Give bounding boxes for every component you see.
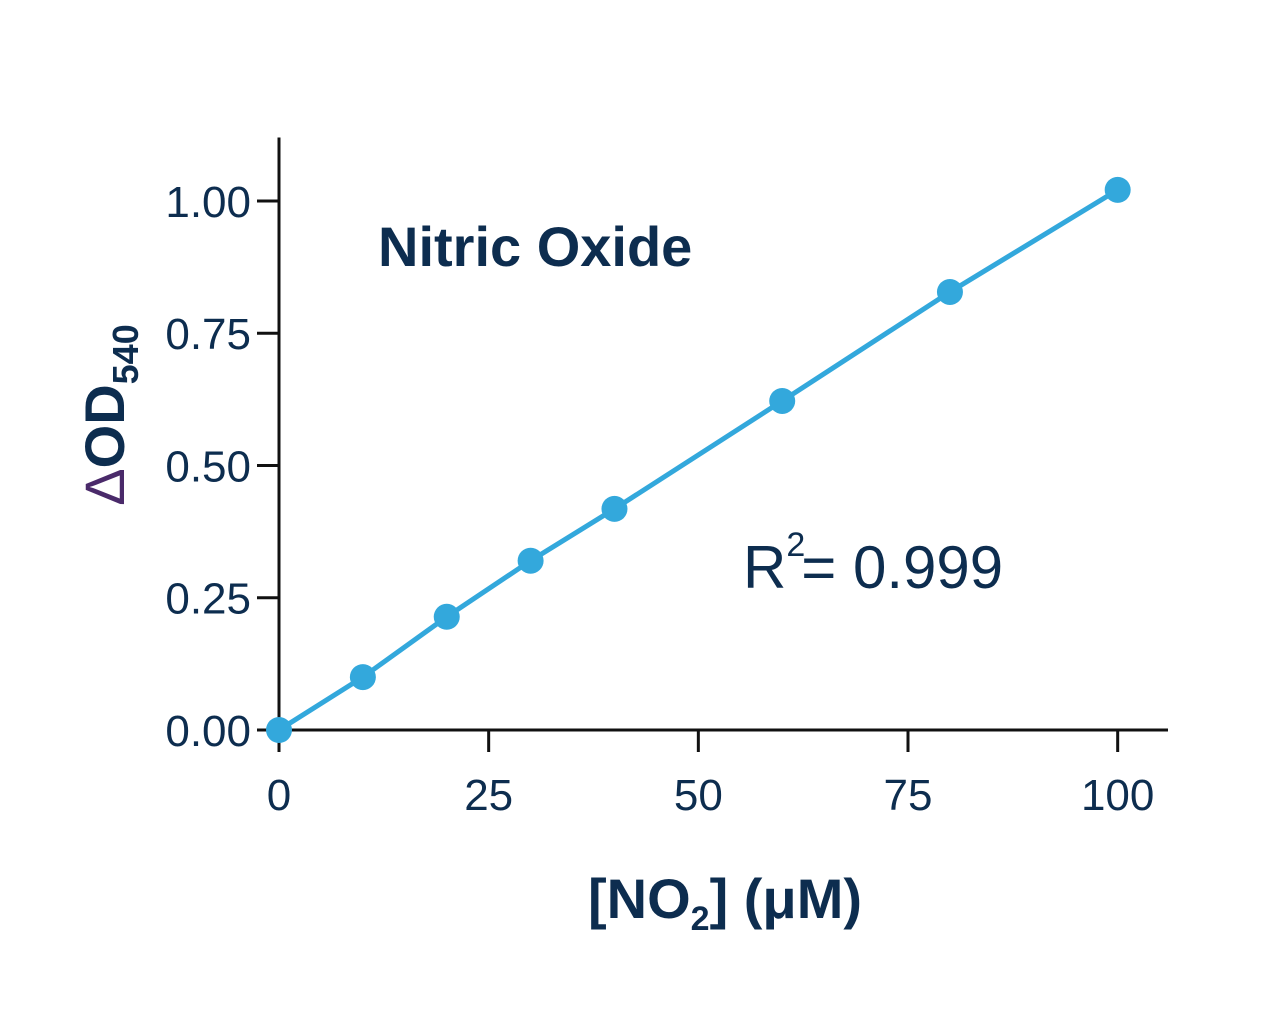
data-point <box>936 278 963 305</box>
y-tick-label: 0.00 <box>165 707 251 756</box>
data-point <box>769 387 796 414</box>
series-line <box>277 187 1119 733</box>
y-tick-label: 1.00 <box>165 178 251 227</box>
chart-title: Nitric Oxide <box>378 215 692 278</box>
x-label-suffix: ] (μM) <box>710 867 862 930</box>
x-tick-label: 0 <box>267 771 291 820</box>
data-point <box>601 495 628 522</box>
y-label-main: OD <box>73 384 136 468</box>
y-tick-label: 0.25 <box>165 575 251 624</box>
x-tick-label: 100 <box>1081 771 1154 820</box>
data-point <box>349 664 376 691</box>
data-point <box>433 603 460 630</box>
x-tick-label: 25 <box>464 771 513 820</box>
y-tick-label: 0.75 <box>165 310 251 359</box>
data-point <box>517 547 544 574</box>
annotation-sup: 2 <box>786 526 805 564</box>
x-label-sub: 2 <box>691 900 710 938</box>
y-tick-label: 0.50 <box>165 442 251 491</box>
x-tick-label: 50 <box>674 771 723 820</box>
data-point <box>266 717 292 743</box>
y-axis-label: ΔOD540 <box>73 324 146 505</box>
x-tick-label: 75 <box>884 771 933 820</box>
annotation-rest: = 0.999 <box>801 534 1003 601</box>
y-label-symbol: Δ <box>73 468 136 505</box>
data-point <box>1104 176 1131 203</box>
x-label-prefix: [NO <box>588 867 691 930</box>
annotation-text: R <box>743 534 786 601</box>
y-label-sub: 540 <box>105 324 146 384</box>
x-axis-label: [NO2] (μM) <box>588 867 862 938</box>
annotation: R2= 0.999 <box>743 526 1003 601</box>
